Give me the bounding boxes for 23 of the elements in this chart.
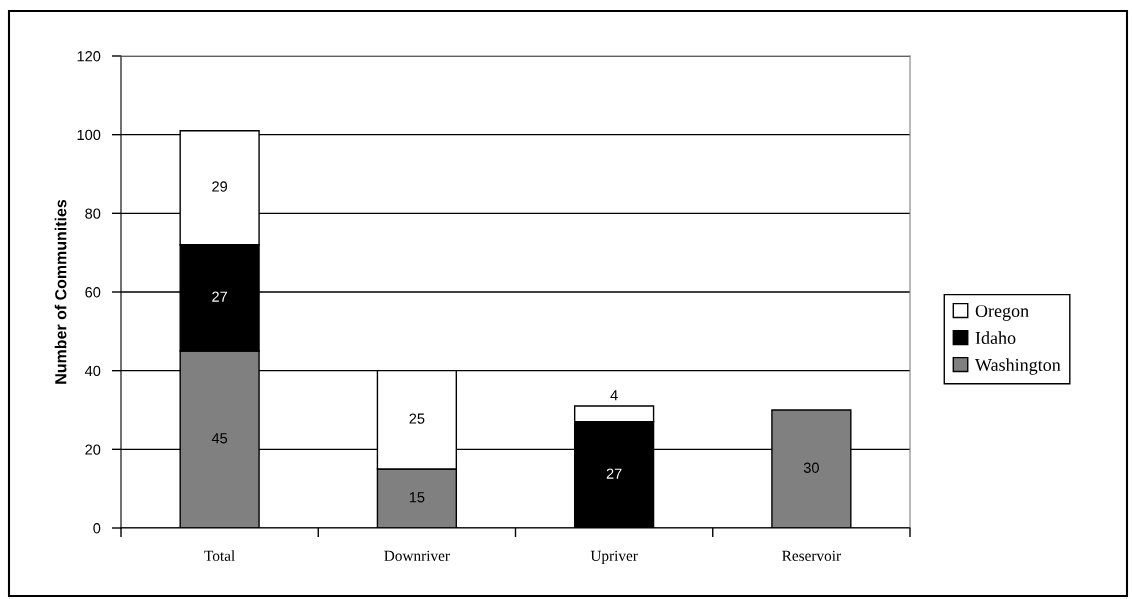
legend-label: Idaho: [975, 331, 1016, 345]
legend-label: Washington: [974, 358, 1061, 375]
x-tick-label: Upriver: [590, 550, 638, 565]
data-label: 4: [610, 390, 618, 401]
x-tick-label: Reservoir: [782, 550, 841, 561]
y-tick-label: 40: [84, 365, 101, 377]
data-label: 27: [606, 468, 622, 479]
data-label: 27: [212, 291, 227, 302]
x-tick-label: Downriver: [384, 550, 450, 561]
y-tick-label: 120: [77, 51, 101, 62]
data-label: 30: [803, 462, 819, 473]
data-label: 45: [211, 433, 228, 444]
x-tick-label: Total: [204, 550, 235, 561]
y-tick-label: 100: [77, 129, 101, 141]
y-tick-label: 0: [93, 523, 101, 534]
y-tick-label: 80: [85, 208, 101, 219]
data-label: 15: [409, 492, 425, 503]
y-tick-label: 20: [85, 444, 101, 455]
data-label: 25: [409, 413, 425, 424]
y-axis-title: Number of Communities: [54, 199, 67, 384]
legend-label: Oregon: [975, 304, 1029, 321]
y-tick-label: 60: [85, 287, 101, 298]
data-label: 29: [212, 181, 228, 192]
